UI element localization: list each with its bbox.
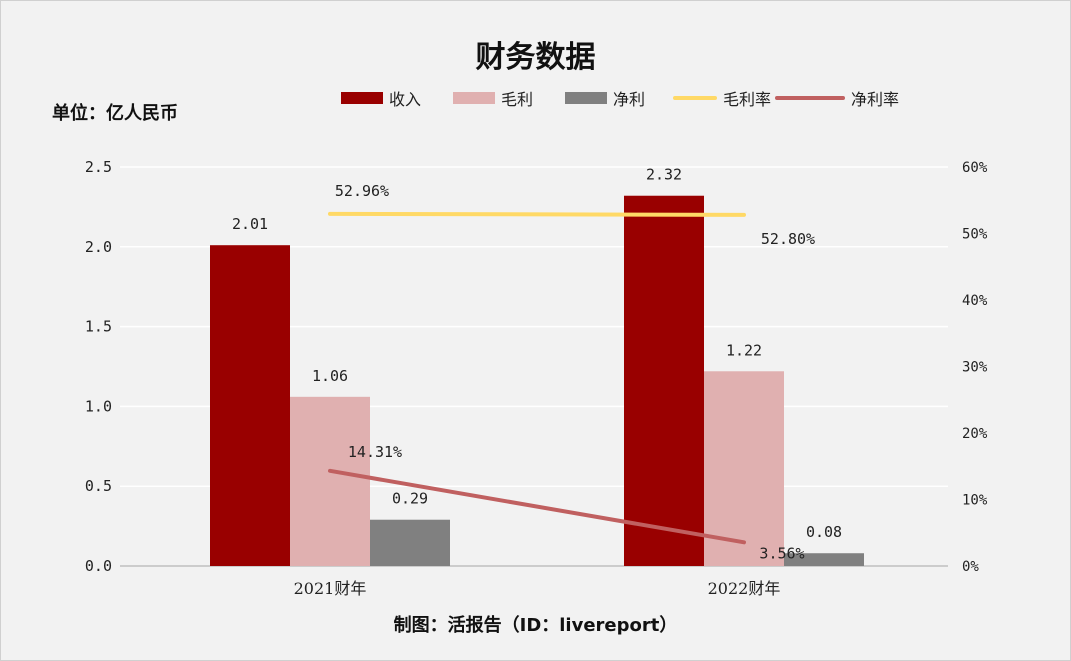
legend-swatch: [673, 96, 717, 100]
legend-item: 收入: [341, 86, 421, 110]
y-left-tick-label: 2.5: [85, 158, 112, 176]
bar-毛利: [704, 371, 784, 566]
legend-item: 毛利率: [673, 86, 771, 110]
bar-毛利: [290, 396, 370, 566]
y-right-tick-label: 30%: [962, 360, 988, 376]
legend: 收入 毛利 净利 毛利率 净利率: [0, 86, 1071, 109]
y-right-tick-label: 40%: [962, 293, 988, 309]
bar-data-label: 0.29: [392, 490, 428, 508]
chart-title: 财务数据: [475, 40, 596, 75]
legend-label: 净利率: [851, 90, 900, 109]
legend-swatch: [565, 92, 607, 104]
credit-label: 制图：活报告（ID：livereport）: [393, 615, 678, 636]
y-left-tick-label: 1.5: [85, 318, 112, 336]
y-left-tick-label: 0.0: [85, 557, 112, 575]
bar-data-label: 2.32: [646, 166, 682, 184]
legend-swatch: [453, 92, 495, 104]
legend-label: 收入: [389, 90, 422, 109]
unit-label: 单位：亿人民币: [52, 103, 178, 124]
bar-data-label: 0.08: [806, 523, 842, 541]
y-right-tick-label: 10%: [962, 493, 988, 509]
line-data-label: 52.80%: [761, 230, 815, 248]
line-data-label: 14.31%: [348, 443, 402, 461]
y-right-tick-label: 20%: [962, 426, 988, 442]
y-right-tick-label: 0%: [962, 559, 979, 575]
legend-swatch: [341, 92, 383, 104]
legend-label: 净利: [613, 90, 646, 109]
x-tick-label: 2021财年: [294, 579, 367, 598]
bar-净利: [784, 553, 864, 566]
y-right-tick-label: 60%: [962, 160, 988, 176]
bar-data-label: 2.01: [232, 215, 268, 233]
line-data-label: 3.56%: [759, 544, 804, 562]
legend-label: 毛利率: [723, 90, 772, 109]
line-毛利率: [328, 211, 746, 217]
y-left-tick-label: 2.0: [85, 238, 112, 256]
y-left-tick-label: 0.5: [85, 477, 112, 495]
line-data-label: 52.96%: [335, 182, 389, 200]
bar-收入: [210, 245, 290, 567]
line-净利率: [328, 468, 746, 545]
x-tick-label: 2022财年: [708, 579, 781, 598]
bar-净利: [370, 519, 450, 566]
y-right-tick-label: 50%: [962, 227, 988, 243]
bar-收入: [624, 195, 704, 566]
legend-label: 毛利: [501, 90, 534, 109]
bar-data-label: 1.22: [726, 341, 762, 359]
legend-swatch: [775, 96, 845, 100]
legend-item: 净利率: [775, 86, 899, 110]
legend-item: 毛利: [453, 86, 533, 110]
y-left-tick-label: 1.0: [85, 397, 112, 415]
legend-item: 净利: [565, 86, 645, 110]
bar-data-label: 1.06: [312, 367, 348, 385]
